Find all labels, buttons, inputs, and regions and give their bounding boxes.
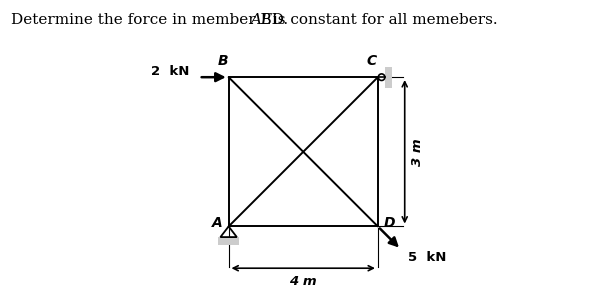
Text: 5  kN: 5 kN [408,251,447,264]
Text: is constant for all memebers.: is constant for all memebers. [268,13,498,27]
Text: 3 m: 3 m [411,138,424,165]
Text: AE: AE [250,13,273,27]
Bar [385,67,392,88]
Text: 4 m: 4 m [290,275,317,288]
Text: Determine the force in member BD.: Determine the force in member BD. [11,13,303,27]
Text: C: C [367,54,377,68]
Text: A: A [212,217,223,230]
Bar [218,237,239,245]
Text: 2  kN: 2 kN [152,65,190,78]
Text: B: B [218,54,229,68]
Text: D: D [384,217,396,230]
